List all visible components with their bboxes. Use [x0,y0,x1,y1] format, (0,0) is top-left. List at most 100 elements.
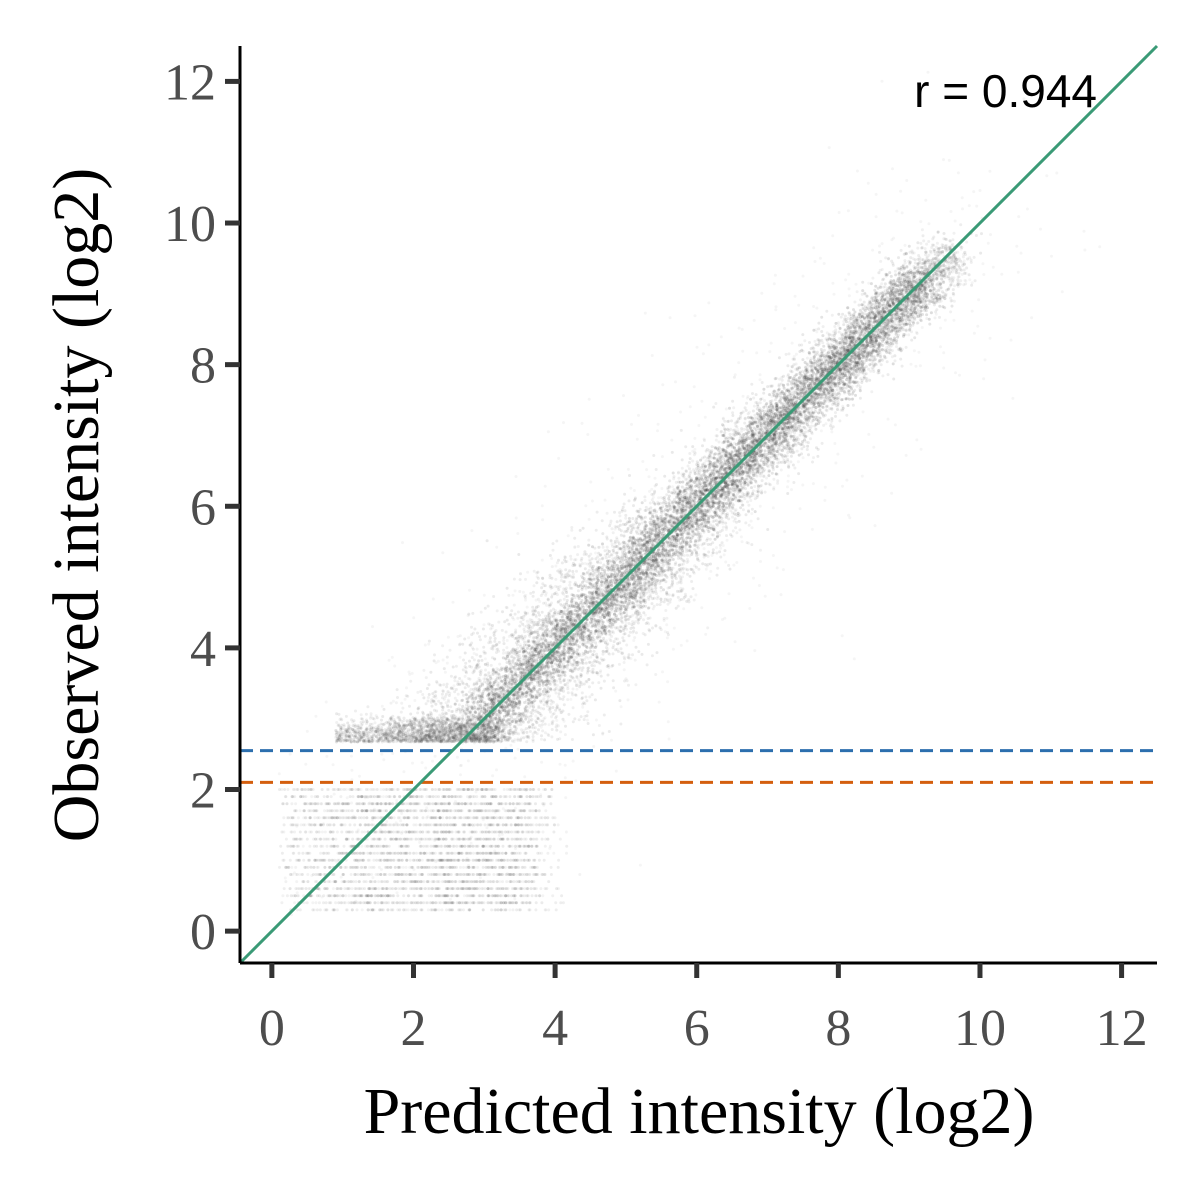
scatter-point [848,385,852,389]
scatter-point [393,722,397,726]
scatter-point [754,401,758,404]
scatter-point [475,647,479,651]
scatter-point [733,459,737,462]
scatter-point [873,348,877,352]
scatter-point [555,628,559,632]
scatter-point [767,413,771,416]
scatter-point [883,285,887,289]
scatter-point [862,300,866,304]
scatter-point [531,594,535,598]
scatter-point [909,312,913,316]
scatter-point [517,553,521,556]
scatter-point [461,708,465,712]
scatter-point [882,310,886,314]
scatter-point [897,256,900,260]
scatter-point [593,698,597,702]
scatter-point [667,484,671,488]
scatter-point [427,683,431,687]
scatter-point [648,501,652,505]
scatter-point [478,635,481,639]
scatter-point [651,626,654,630]
scatter-point [541,729,545,733]
scatter-point [539,706,543,710]
scatter-point [552,712,556,715]
scatter-point [521,719,525,723]
scatter-point [621,639,625,643]
scatter-point [844,338,848,342]
scatter-point [606,673,610,677]
scatter-point [951,255,955,259]
scatter-point [858,298,862,302]
scatter-point [470,739,474,743]
scatter-point [723,431,727,435]
scatter-point [925,268,929,272]
scatter-point [668,566,672,570]
scatter-point [879,259,883,263]
scatter-point [873,299,877,303]
scatter-point [869,335,873,339]
scatter-point [502,639,506,642]
scatter-point [958,282,962,286]
scatter-point [634,545,638,549]
scatter-point [430,740,434,744]
scatter-point [430,704,434,708]
scatter-point [828,347,832,351]
scatter-point [478,715,482,718]
scatter-point [502,636,506,640]
scatter-point [579,715,583,719]
scatter-point [633,636,637,640]
scatter-point [463,674,467,678]
scatter-point [865,326,868,330]
scatter-point [622,632,626,636]
scatter-point [551,542,555,546]
scatter-point [442,740,446,744]
scatter-point [473,627,477,631]
scatter-point [687,527,690,531]
scatter-point [441,644,445,648]
scatter-point [687,461,691,464]
scatter-point [890,259,894,263]
scatter-point [895,345,898,349]
scatter-point [843,361,847,365]
scatter-point [521,684,525,688]
scatter-point [528,730,532,733]
scatter-point [878,268,882,272]
scatter-point [531,735,535,739]
scatter-point [605,545,609,549]
scatter-point [543,619,547,623]
scatter-point [800,447,804,451]
scatter-point [766,528,770,531]
scatter-point [422,696,426,700]
scatter-point [924,291,928,295]
scatter-point [826,357,829,361]
scatter-point [632,629,636,633]
scatter-point [893,269,897,273]
scatter-point [965,266,969,270]
scatter-point [464,670,468,673]
scatter-point [573,679,577,683]
scatter-point [496,732,500,736]
scatter-point [577,718,581,722]
scatter-point [411,724,415,728]
scatter-point [439,701,443,705]
scatter-point [565,560,569,563]
scatter-point [793,383,797,387]
scatter-point [514,726,518,730]
scatter-point [920,228,924,232]
scatter-point [895,341,899,345]
scatter-point [451,665,455,669]
scatter-point [810,432,814,436]
scatter-point [920,271,924,274]
scatter-point [484,732,487,736]
scatter-point [879,363,883,367]
scatter-point [935,308,939,312]
scatter-point [604,646,608,650]
scatter-point [721,502,725,505]
scatter-point [448,648,452,652]
scatter-point [576,545,580,548]
scatter-point [465,708,469,712]
scatter-point [819,374,823,378]
scatter-point [754,393,758,397]
scatter-point [848,341,852,345]
scatter-point [814,423,818,427]
